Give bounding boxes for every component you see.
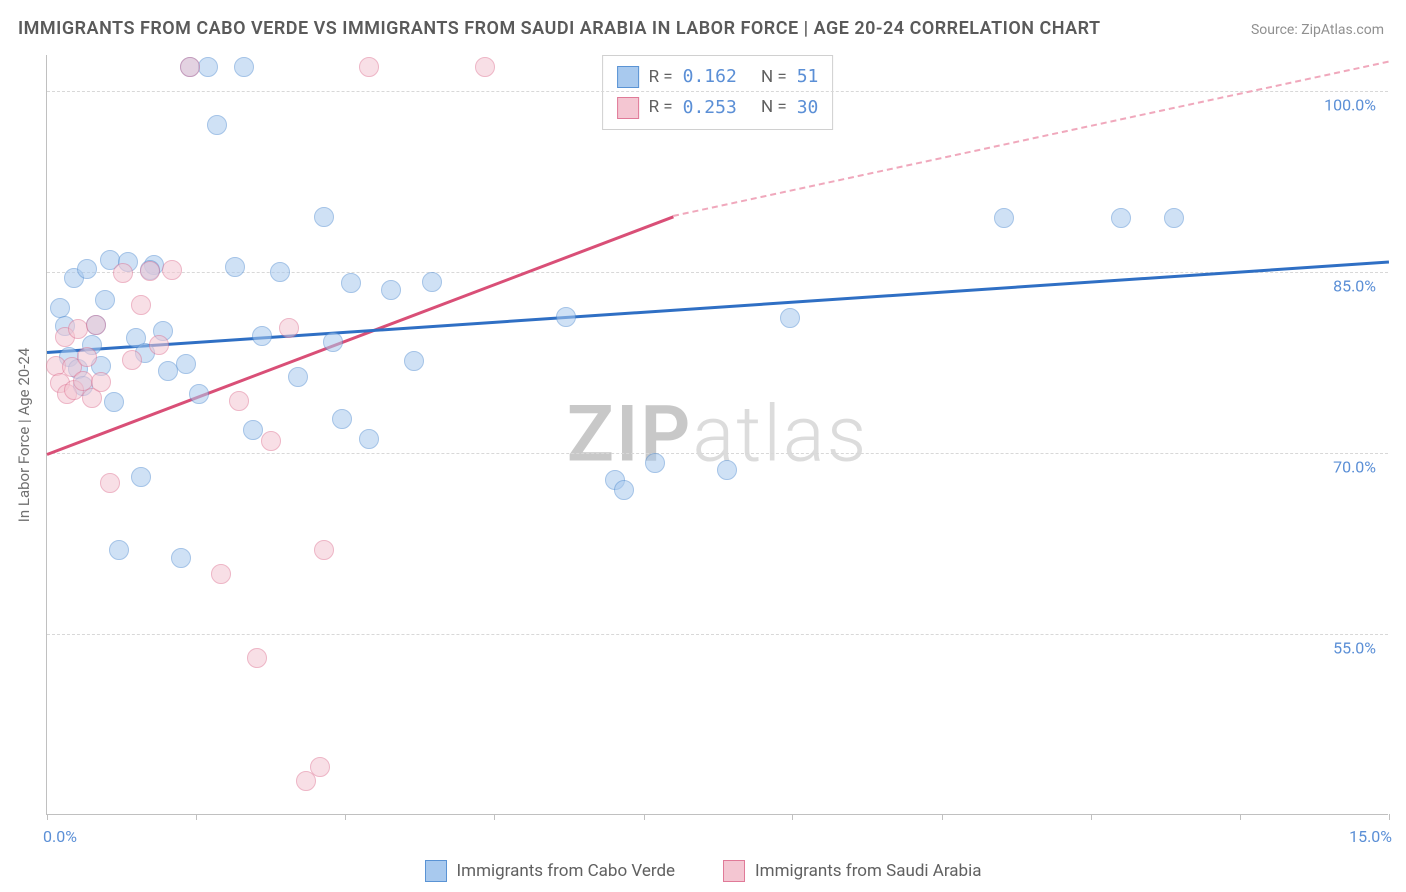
data-point-series1	[404, 351, 424, 371]
data-point-series1	[323, 332, 343, 352]
y-tick-label: 100.0%	[1324, 96, 1376, 115]
bottom-legend: Immigrants from Cabo Verde Immigrants fr…	[0, 860, 1406, 882]
x-tick	[494, 814, 495, 820]
data-point-series2	[122, 350, 142, 370]
data-point-series1	[556, 307, 576, 327]
data-point-series2	[261, 431, 281, 451]
data-point-series2	[229, 391, 249, 411]
data-point-series1	[717, 460, 737, 480]
data-point-series1	[207, 115, 227, 135]
legend-item-series2: Immigrants from Saudi Arabia	[723, 860, 981, 882]
data-point-series2	[314, 540, 334, 560]
data-point-series1	[341, 273, 361, 293]
gridline-h	[47, 91, 1388, 92]
data-point-series2	[113, 263, 133, 283]
data-point-series2	[149, 335, 169, 355]
x-tick	[942, 814, 943, 820]
x-tick	[1389, 814, 1390, 820]
y-tick-label: 70.0%	[1333, 458, 1376, 477]
data-point-series2	[77, 347, 97, 367]
x-tick	[644, 814, 645, 820]
data-point-series2	[162, 260, 182, 280]
data-point-series1	[645, 453, 665, 473]
y-tick-label: 85.0%	[1333, 277, 1376, 296]
data-point-series1	[288, 367, 308, 387]
data-point-series2	[180, 57, 200, 77]
swatch-series2	[617, 97, 639, 119]
x-tick-label-first: 0.0%	[43, 827, 77, 846]
data-point-series2	[86, 315, 106, 335]
y-axis-label: In Labor Force | Age 20-24	[15, 348, 33, 522]
plot-area: ZIPatlas R = 0.162 N = 51 R = 0.253 N = …	[46, 55, 1388, 815]
x-tick	[1091, 814, 1092, 820]
x-tick	[345, 814, 346, 820]
data-point-series1	[780, 308, 800, 328]
data-point-series1	[270, 262, 290, 282]
data-point-series1	[189, 384, 209, 404]
data-point-series2	[91, 372, 111, 392]
gridline-h	[47, 634, 1388, 635]
data-point-series2	[68, 319, 88, 339]
data-point-series1	[176, 354, 196, 374]
data-point-series2	[140, 261, 160, 281]
data-point-series1	[422, 272, 442, 292]
data-point-series1	[225, 257, 245, 277]
x-tick	[47, 814, 48, 820]
trendline	[47, 260, 1389, 353]
data-point-series1	[614, 480, 634, 500]
chart-title: IMMIGRANTS FROM CABO VERDE VS IMMIGRANTS…	[18, 18, 1101, 39]
legend-swatch-series2	[723, 860, 745, 882]
stats-row-series2: R = 0.253 N = 30	[617, 93, 819, 124]
data-point-series1	[381, 280, 401, 300]
correlation-stats-box: R = 0.162 N = 51 R = 0.253 N = 30	[602, 55, 834, 130]
x-tick	[196, 814, 197, 820]
data-point-series1	[50, 298, 70, 318]
data-point-series1	[104, 392, 124, 412]
data-point-series1	[243, 420, 263, 440]
data-point-series1	[234, 57, 254, 77]
data-point-series1	[359, 429, 379, 449]
legend-label-series2: Immigrants from Saudi Arabia	[755, 861, 981, 881]
data-point-series1	[252, 326, 272, 346]
x-tick	[1240, 814, 1241, 820]
data-point-series2	[359, 57, 379, 77]
swatch-series1	[617, 66, 639, 88]
data-point-series1	[1164, 208, 1184, 228]
data-point-series2	[131, 295, 151, 315]
data-point-series1	[994, 208, 1014, 228]
data-point-series1	[131, 467, 151, 487]
data-point-series2	[310, 757, 330, 777]
y-tick-label: 55.0%	[1333, 639, 1376, 658]
data-point-series1	[171, 548, 191, 568]
gridline-h	[47, 453, 1388, 454]
data-point-series1	[109, 540, 129, 560]
legend-label-series1: Immigrants from Cabo Verde	[457, 861, 676, 881]
x-tick-label-last: 15.0%	[1349, 827, 1392, 846]
data-point-series2	[279, 318, 299, 338]
stats-row-series1: R = 0.162 N = 51	[617, 62, 819, 93]
data-point-series2	[211, 564, 231, 584]
source-attribution: Source: ZipAtlas.com	[1251, 22, 1384, 38]
x-tick	[792, 814, 793, 820]
legend-swatch-series1	[425, 860, 447, 882]
data-point-series2	[475, 57, 495, 77]
data-point-series1	[198, 57, 218, 77]
data-point-series1	[95, 290, 115, 310]
data-point-series1	[314, 207, 334, 227]
legend-item-series1: Immigrants from Cabo Verde	[425, 860, 676, 882]
data-point-series1	[77, 259, 97, 279]
data-point-series2	[100, 473, 120, 493]
data-point-series1	[332, 409, 352, 429]
gridline-h	[47, 272, 1388, 273]
data-point-series1	[1111, 208, 1131, 228]
data-point-series2	[247, 648, 267, 668]
